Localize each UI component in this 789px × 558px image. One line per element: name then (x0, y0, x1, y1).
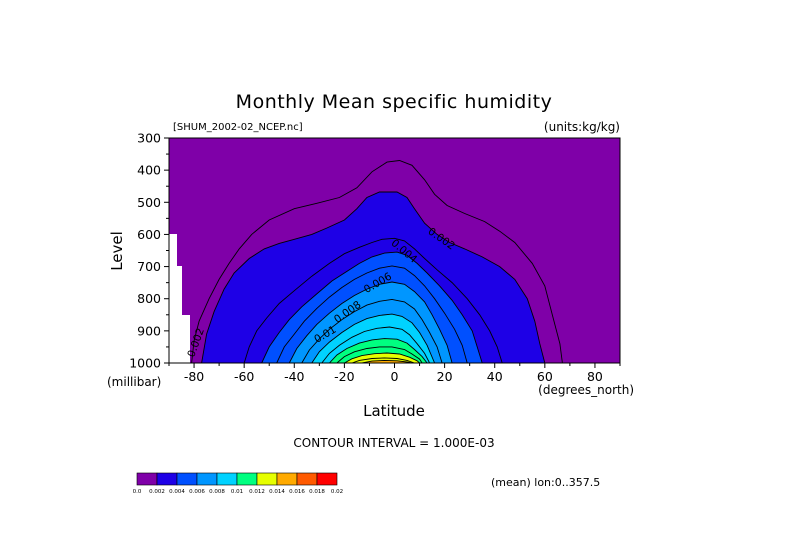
colorbar-label: 0.02 (331, 489, 343, 495)
colorbar-label: 0.008 (209, 489, 225, 495)
y-tick-label: 300 (137, 131, 161, 146)
x-tick-label: 40 (487, 369, 503, 384)
y-tick-label: 600 (137, 227, 161, 242)
x-tick-label: 60 (537, 369, 553, 384)
x-axis-label: Latitude (363, 402, 425, 420)
contour-line-2 (243, 237, 503, 363)
x-tick-label: -20 (334, 369, 354, 384)
y-tick-label: 500 (137, 195, 161, 210)
colorbar: 0.0 0.002 0.004 0.006 0.008 0.01 0.012 0.014 0.0… (133, 472, 343, 495)
contour-line-13 (361, 359, 413, 363)
y-axis-label: Level (108, 231, 126, 271)
colorbar-label: 0.002 (149, 489, 165, 495)
contour-line-6 (301, 298, 443, 363)
y-tick-label: 400 (137, 163, 161, 178)
colorbar-label: 0.018 (309, 489, 325, 495)
y-axis: 300 400 500 600 700 800 900 1000 (129, 131, 169, 371)
contour-line-4 (276, 265, 468, 363)
colorbar-swatch (296, 472, 318, 486)
colorbar-label: 0.01 (231, 489, 243, 495)
contour-line-1 (201, 191, 546, 363)
x-tick-label: -60 (234, 369, 254, 384)
contour-interval-text: CONTOUR INTERVAL = 1.000E-03 (293, 436, 494, 450)
contour-line-3 (261, 251, 483, 363)
contour-line-12 (351, 357, 415, 363)
x-tick-label: -40 (284, 369, 304, 384)
colorbar-label: 0.004 (169, 489, 185, 495)
colorbar-swatch (156, 472, 178, 486)
colorbar-label: 0.012 (249, 489, 265, 495)
contour-line-0 (191, 160, 563, 363)
contour-line-10 (336, 346, 423, 363)
x-tick-label: 20 (437, 369, 453, 384)
x-tick-label: -80 (184, 369, 204, 384)
contour-line-5 (288, 281, 453, 363)
averaging-text: (mean) lon:0..357.5 (491, 476, 600, 489)
colorbar-label: 0.016 (289, 489, 305, 495)
colorbar-swatch (316, 472, 338, 486)
contour-line-7 (311, 313, 436, 363)
x-tick-label: 80 (587, 369, 603, 384)
colorbar-swatch (176, 472, 198, 486)
colorbar-label: 0.014 (269, 489, 285, 495)
x-tick-label: 0 (391, 369, 399, 384)
colorbar-swatch (276, 472, 298, 486)
colorbar-swatch (216, 472, 238, 486)
colorbar-label: 0.0 (133, 489, 142, 495)
contour-layers (191, 160, 563, 363)
x-units-label: (degrees_north) (538, 383, 634, 397)
y-tick-label: 700 (137, 259, 161, 274)
colorbar-swatch (136, 472, 158, 486)
contour-line-11 (344, 352, 420, 363)
file-label: [SHUM_2002-02_NCEP.nc] (173, 122, 303, 133)
y-tick-label: 1000 (129, 356, 161, 371)
y-units-label: (millibar) (107, 375, 161, 389)
colorbar-swatch (236, 472, 258, 486)
colorbar-swatch (196, 472, 218, 486)
missing-data-mask (169, 234, 190, 363)
colorbar-label: 0.006 (189, 489, 205, 495)
y-tick-label: 800 (137, 291, 161, 306)
colorbar-swatch (256, 472, 278, 486)
contour-line-8 (321, 326, 430, 363)
x-axis: -80 -60 -40 -20 0 20 40 60 80 (168, 363, 621, 384)
units-label: (units:kg/kg) (544, 120, 620, 134)
contour-line-9 (329, 338, 428, 363)
y-tick-label: 900 (137, 323, 161, 338)
chart-title: Monthly Mean specific humidity (236, 91, 553, 113)
